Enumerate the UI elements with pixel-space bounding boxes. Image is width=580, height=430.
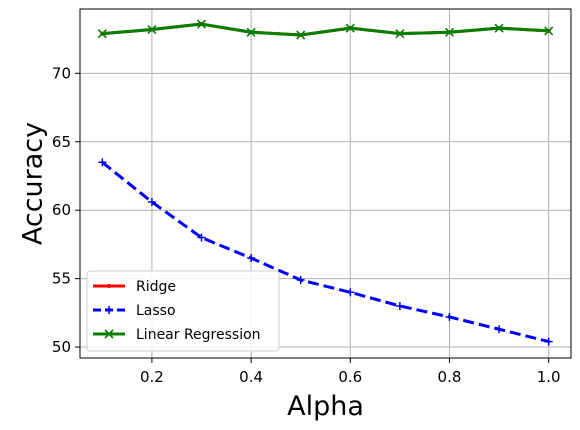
x-tick-label: 0.4 <box>239 368 263 386</box>
data-point <box>296 275 305 284</box>
y-tick-label: 55 <box>52 270 71 288</box>
data-point <box>196 19 207 29</box>
legend-label: Lasso <box>136 303 176 319</box>
legend-label: Ridge <box>136 279 176 295</box>
data-point <box>444 27 455 37</box>
data-point <box>445 312 454 321</box>
legend-item: Lasso <box>93 303 176 319</box>
series-line-linear-regression <box>102 22 549 37</box>
data-point <box>495 325 504 334</box>
data-point <box>147 24 157 35</box>
y-axis-title: Accuracy <box>18 122 49 245</box>
data-point <box>345 23 355 33</box>
data-point <box>544 26 554 36</box>
y-tick-label: 70 <box>52 64 71 82</box>
data-point <box>296 30 306 40</box>
data-point <box>246 27 256 37</box>
y-tick-label: 50 <box>52 338 71 356</box>
series-layer <box>97 19 554 346</box>
x-tick-label: 0.8 <box>438 368 462 386</box>
data-point <box>105 306 113 314</box>
series-lasso <box>98 158 553 346</box>
legend-label: Linear Regression <box>136 327 261 343</box>
x-axis-title: Alpha <box>287 391 364 422</box>
data-point <box>346 288 355 297</box>
data-point <box>107 284 111 288</box>
y-tick-label: 65 <box>52 133 71 151</box>
data-point <box>147 197 156 206</box>
data-point <box>395 29 405 39</box>
x-tick-label: 0.2 <box>140 368 164 386</box>
data-point <box>97 29 107 39</box>
y-tick-label: 60 <box>52 201 71 219</box>
legend-box <box>86 270 280 352</box>
data-point <box>197 233 206 242</box>
data-point <box>544 337 553 346</box>
series-linear-regression <box>97 19 554 40</box>
data-point <box>247 254 256 263</box>
legend-item: Ridge <box>93 279 176 295</box>
x-tick-label: 1.0 <box>537 368 561 386</box>
plot-frame <box>79 8 572 359</box>
data-point <box>494 23 504 33</box>
legend: Ridge Lasso Linear Regression <box>86 270 280 352</box>
data-point <box>104 329 114 339</box>
data-point <box>98 158 107 167</box>
x-tick-label: 0.6 <box>338 368 362 386</box>
data-point <box>395 301 404 310</box>
ticks: 0.2 0.4 0.6 0.8 1.0 50 55 60 65 70 <box>52 64 561 386</box>
legend-item: Linear Regression <box>93 327 261 343</box>
series-line-lasso <box>101 161 550 344</box>
